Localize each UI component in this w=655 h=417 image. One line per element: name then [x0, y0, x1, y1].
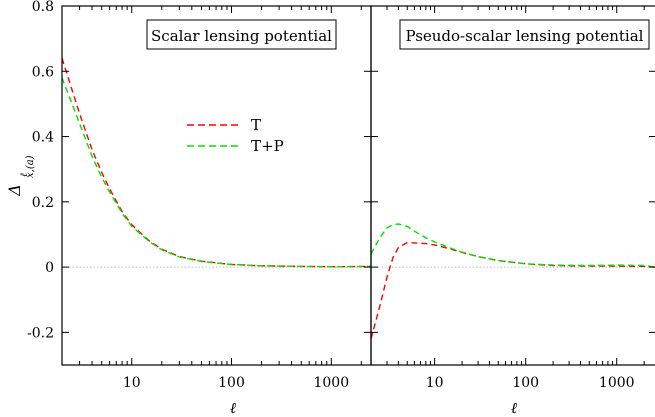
legend: T T+P	[187, 116, 284, 155]
y-tick-label: -0.2	[27, 325, 54, 341]
x-tick-label: 10	[426, 375, 444, 391]
y-tick-label: 0	[45, 260, 54, 276]
legend-label-tp: T+P	[251, 137, 284, 155]
x-tick-group: 10 100 1000	[370, 6, 645, 391]
y-tick-label: 0.8	[32, 0, 54, 15]
y-axis-label: Δ x,(a) ℓ	[5, 155, 36, 196]
legend-label-t: T	[251, 116, 261, 134]
scalar-title-box: Scalar lensing potential	[146, 19, 337, 50]
y-tick-label: 0.4	[32, 130, 54, 146]
series-line-t	[61, 57, 372, 268]
pseudo-scalar-series-group	[370, 223, 655, 340]
x-tick-label: 100	[218, 375, 245, 391]
x-axis-label-left: ℓ	[230, 399, 236, 417]
series-line-tpp	[370, 223, 655, 268]
x-tick-label: 1000	[599, 375, 635, 391]
y-tick-label: 0.2	[32, 195, 54, 211]
y-tick-label: 0.6	[32, 64, 54, 80]
pseudo-scalar-title-box: Pseudo-scalar lensing potential	[399, 19, 650, 50]
y-axis-label-superscript: x,(a)	[25, 155, 36, 178]
scalar-panel: -0.2 0 0.2 0.4 0.6 0.8 10 100 1000 Scalar lensi…	[27, 0, 372, 417]
scalar-series-group	[61, 57, 372, 268]
series-line-tpp	[61, 77, 372, 268]
x-tick-label: 10	[123, 375, 141, 391]
x-axis-label-right: ℓ	[511, 399, 517, 417]
plot-frame	[370, 5, 655, 366]
scalar-title: Scalar lensing potential	[151, 27, 332, 45]
y-axis-label-subscript: ℓ	[19, 173, 30, 177]
y-axis-label-main: Δ	[5, 184, 24, 197]
x-tick-label: 100	[512, 375, 539, 391]
series-line-t	[370, 241, 655, 340]
x-tick-group: 10 100 1000	[61, 6, 362, 391]
x-tick-label: 1000	[313, 375, 349, 391]
y-tick-group: -0.2 0 0.2 0.4 0.6 0.8	[27, 0, 371, 341]
pseudo-scalar-panel: 10 100 1000 Pseudo-scalar lensing potentia…	[370, 5, 655, 417]
pseudo-scalar-title: Pseudo-scalar lensing potential	[406, 27, 644, 45]
y-tick-group	[371, 5, 655, 333]
